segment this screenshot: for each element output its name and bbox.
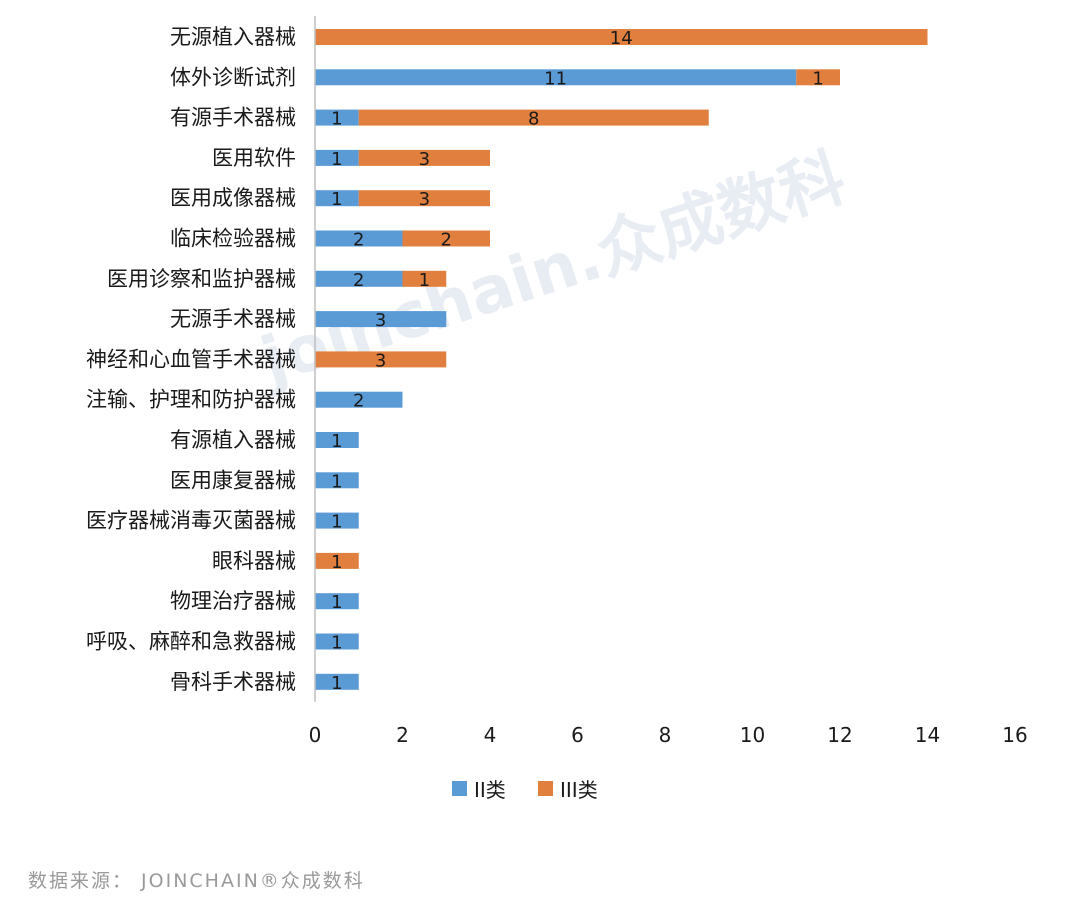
data-label: 2 (353, 230, 364, 251)
data-label: 1 (331, 149, 342, 170)
bar-class-iii (402, 270, 447, 287)
category-label: 注输、护理和防护器械 (86, 388, 296, 412)
data-label: 1 (331, 552, 342, 573)
category-label: 医用成像器械 (170, 186, 296, 210)
bar-class-ii (315, 472, 359, 489)
category-label: 骨科手术器械 (170, 670, 296, 694)
data-label: 8 (528, 109, 539, 130)
data-label: 2 (353, 391, 364, 412)
category-label: 医用软件 (212, 146, 296, 170)
data-label: 3 (419, 149, 430, 170)
category-label: 临床检验器械 (170, 227, 296, 251)
category-labels: 无源植入器械体外诊断试剂有源手术器械医用软件医用成像器械临床检验器械医用诊察和监… (86, 25, 296, 694)
category-label: 医用诊察和监护器械 (107, 267, 296, 291)
category-label: 有源手术器械 (170, 106, 296, 130)
x-tick-label: 16 (1002, 723, 1027, 747)
legend-swatch-ii (452, 781, 467, 796)
category-label: 有源植入器械 (170, 428, 296, 452)
source-note: 数据来源： JOINCHAIN®众成数科 (28, 870, 365, 892)
x-tick-label: 8 (659, 723, 672, 747)
bar-class-iii (315, 351, 447, 368)
bar-class-ii (315, 311, 447, 328)
bar-class-ii (315, 190, 359, 207)
bar-class-iii (358, 109, 709, 126)
bar-class-ii (315, 69, 797, 86)
bar-class-ii (315, 391, 403, 408)
data-label: 2 (353, 270, 364, 291)
x-tick-label: 6 (571, 723, 584, 747)
x-tick-label: 14 (915, 723, 940, 747)
category-label: 眼科器械 (212, 549, 296, 573)
data-label: 11 (544, 68, 567, 89)
bar-class-ii (315, 432, 359, 448)
bar-class-iii (796, 69, 840, 86)
bar-class-iii (402, 230, 490, 247)
bar-class-ii (315, 230, 403, 247)
category-label: 无源植入器械 (170, 25, 296, 49)
legend-swatch-iii (538, 781, 553, 796)
category-label: 呼吸、麻醉和急救器械 (86, 630, 296, 654)
category-label: 医用康复器械 (170, 468, 296, 492)
data-label: 14 (610, 28, 633, 49)
category-label: 神经和心血管手术器械 (86, 347, 296, 371)
bar-class-ii (315, 673, 359, 690)
bar-class-ii (315, 593, 359, 610)
x-tick-label: 2 (396, 723, 409, 747)
category-label: 体外诊断试剂 (170, 65, 296, 89)
legend: II类 III类 (452, 778, 598, 802)
data-label: 1 (331, 471, 342, 492)
data-label: 1 (331, 673, 342, 694)
category-label: 医疗器械消毒灭菌器械 (86, 509, 296, 533)
data-label: 1 (331, 592, 342, 613)
data-label: 3 (375, 350, 386, 371)
data-label: 2 (441, 230, 452, 251)
x-tick-label: 4 (484, 723, 497, 747)
data-label: 3 (419, 189, 430, 210)
bar-class-ii (315, 109, 359, 126)
bar-class-ii (315, 633, 359, 650)
bars-group (315, 29, 928, 690)
data-label: 1 (812, 68, 823, 89)
data-label: 1 (419, 270, 430, 291)
bar-class-iii (358, 149, 490, 166)
data-label: 3 (375, 310, 386, 331)
data-label: 1 (331, 109, 342, 130)
bar-class-ii (315, 512, 359, 529)
x-tick-label: 0 (309, 723, 322, 747)
bar-class-iii (315, 552, 359, 569)
x-axis: 0 2 4 6 8 10 12 14 16 (309, 16, 1028, 747)
bar-class-ii (315, 149, 359, 166)
category-label: 无源手术器械 (170, 307, 296, 331)
x-tick-label: 10 (740, 723, 765, 747)
bar-class-iii (358, 190, 490, 207)
bar-class-ii (315, 270, 403, 287)
bar-class-iii (315, 29, 928, 45)
x-tick-label: 12 (827, 723, 852, 747)
data-label: 1 (331, 189, 342, 210)
legend-label-iii: III类 (560, 778, 598, 802)
data-label: 1 (331, 633, 342, 654)
legend-label-ii: II类 (474, 778, 506, 802)
category-label: 物理治疗器械 (170, 589, 296, 613)
data-label: 1 (331, 431, 342, 452)
data-label: 1 (331, 512, 342, 533)
